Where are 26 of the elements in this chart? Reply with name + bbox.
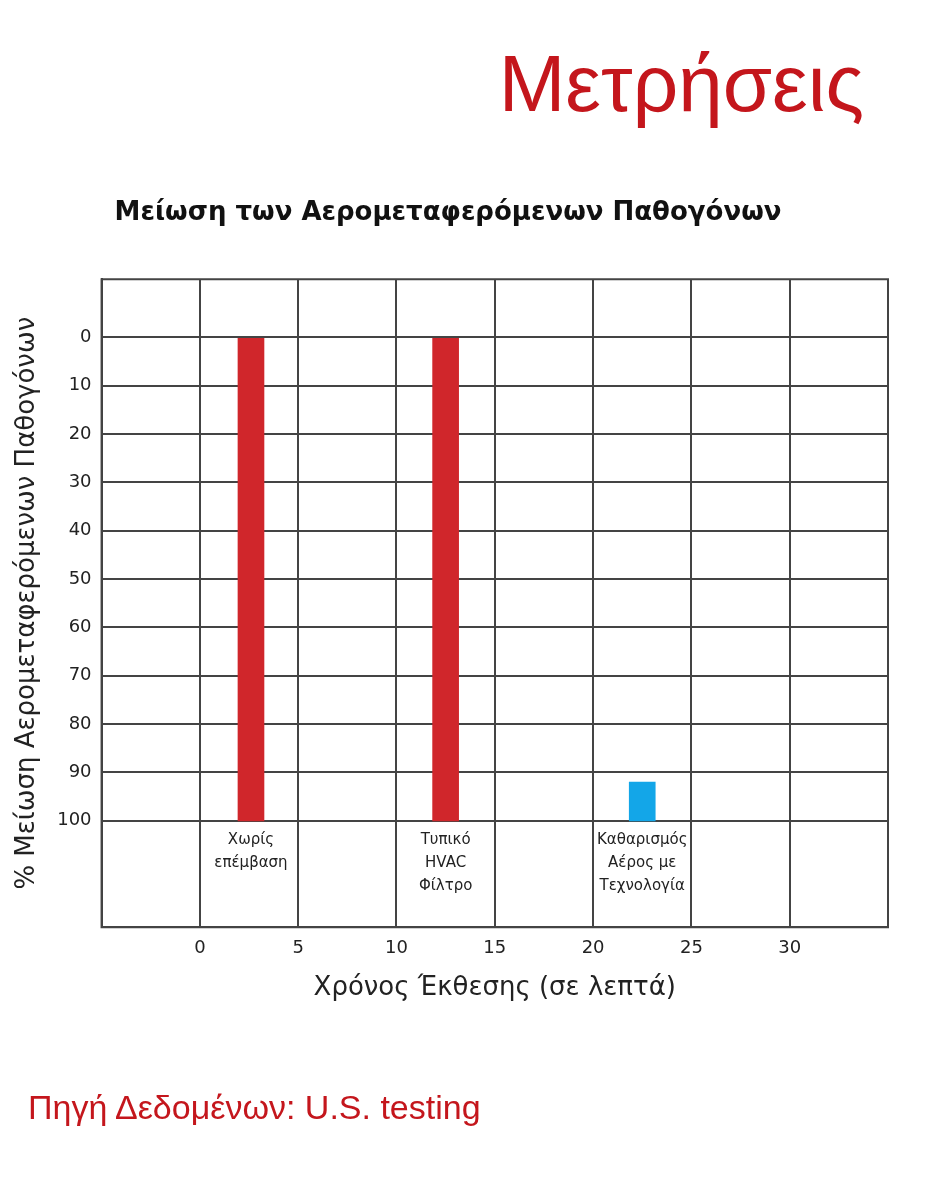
chart-subtitle: Μείωση των Αερομεταφερόμενων Παθογόνων <box>114 196 782 227</box>
y-tick-label: 90 <box>68 760 92 782</box>
x-tick-label: 30 <box>778 935 802 957</box>
text: Καθαρισμός Αέρος με Τεχνολογία <box>597 830 688 895</box>
y-tick-label: 0 <box>80 324 92 346</box>
x-tick-label: 5 <box>292 935 304 957</box>
y-tick-label: 50 <box>68 566 92 588</box>
x-axis-title: Χρόνος Έκθεσης (σε λεπτά) <box>313 971 676 1002</box>
x-tick-label: 10 <box>385 935 408 957</box>
y-tick-label: 30 <box>68 469 92 491</box>
y-axis-title: % Μείωση Αερομεταφερόμενων Παθογόνων <box>10 316 41 890</box>
x-tick-label: 15 <box>483 935 507 957</box>
y-tick-label: 40 <box>68 518 92 540</box>
y-tick-label: 20 <box>68 421 92 443</box>
x-tick-label: 0 <box>194 935 206 957</box>
y-tick-label: 100 <box>57 808 92 830</box>
y-tick-label: 70 <box>68 663 92 685</box>
chart-title: Μετρήσεις <box>498 38 864 130</box>
text: Πηγή Δεδομένων: U.S. testing <box>27 1088 482 1127</box>
y-tick-label: 10 <box>68 373 92 395</box>
y-tick-label: 80 <box>68 711 92 733</box>
y-tick-label: 60 <box>68 615 92 637</box>
x-tick-label: 25 <box>679 935 703 957</box>
series-label: Χωρίς επέμβαση <box>214 830 288 872</box>
series-label: Τυπικό HVAC Φίλτρο <box>418 830 473 895</box>
x-tick-label: 20 <box>581 935 605 957</box>
